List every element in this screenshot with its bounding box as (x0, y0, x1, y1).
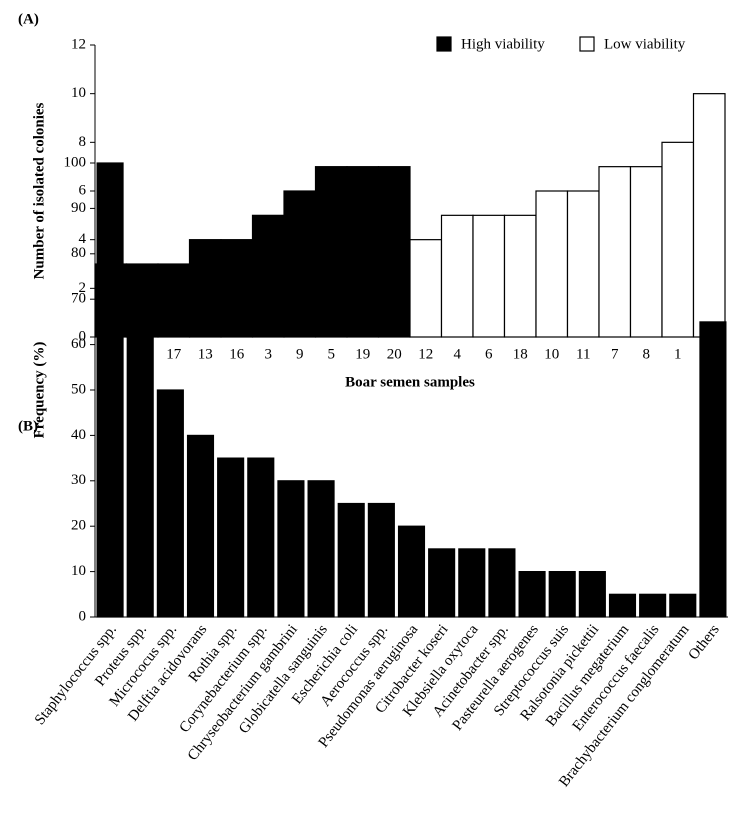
x-tick-label: 7 (611, 346, 619, 362)
bar (458, 548, 486, 618)
y-tick-label: 100 (64, 154, 87, 170)
x-tick-label: 8 (643, 346, 651, 362)
bar (220, 239, 254, 338)
y-axis-label: Number of isolated colonies (31, 102, 47, 279)
x-tick-label: 17 (166, 346, 182, 362)
bar (578, 570, 606, 618)
bar (337, 502, 365, 618)
bar (598, 166, 632, 338)
x-tick-label: 5 (328, 346, 336, 362)
x-tick-label: 12 (418, 346, 433, 362)
bar (428, 548, 456, 618)
x-tick-label: 20 (387, 346, 402, 362)
bar (409, 239, 443, 338)
bar (503, 214, 537, 338)
y-tick-label: 20 (71, 518, 86, 534)
bar (307, 480, 335, 618)
x-tick-label: 19 (355, 346, 370, 362)
bar (397, 525, 426, 618)
bar (186, 434, 215, 618)
panel-label: (A) (18, 11, 39, 27)
x-tick-label: 10 (544, 346, 559, 362)
x-tick-label: 3 (265, 346, 273, 362)
bar (661, 141, 695, 338)
y-axis-label: Frequency (%) (31, 342, 47, 439)
y-tick-label: 10 (71, 563, 86, 579)
x-tick-label: 11 (576, 346, 590, 362)
legend-swatch (579, 36, 595, 52)
bar (277, 480, 305, 618)
bar (488, 548, 516, 618)
y-tick-label: 0 (79, 328, 87, 344)
x-axis-label: Boar semen samples (345, 374, 475, 390)
bar (669, 593, 697, 618)
y-tick-label: 60 (71, 336, 86, 352)
bar (377, 166, 411, 338)
y-tick-label: 10 (71, 85, 86, 101)
bar (156, 389, 184, 618)
bar (188, 239, 222, 338)
bar (157, 263, 191, 338)
x-tick-label: 18 (513, 346, 528, 362)
legend-label: High viability (461, 36, 545, 52)
x-tick-label: 9 (296, 346, 304, 362)
y-tick-label: 40 (71, 427, 86, 443)
y-tick-label: 90 (71, 200, 86, 216)
bar (314, 166, 348, 338)
bar (251, 214, 285, 338)
x-tick-label: Others (686, 622, 723, 663)
bar (126, 298, 154, 618)
x-tick-label: 16 (229, 346, 245, 362)
bar (692, 93, 726, 338)
bar (566, 190, 600, 338)
y-tick-label: 50 (71, 381, 86, 397)
bar (535, 190, 569, 338)
y-tick-label: 0 (79, 608, 87, 624)
y-tick-label: 2 (79, 280, 87, 296)
y-tick-label: 8 (79, 134, 87, 150)
panel-label: (B) (18, 418, 38, 434)
y-tick-label: 70 (71, 291, 86, 307)
bar (367, 502, 395, 618)
bar (548, 570, 576, 618)
x-tick-label: 13 (198, 346, 213, 362)
x-tick-label: 1 (674, 346, 682, 362)
x-tick-label: 6 (485, 346, 493, 362)
bar (608, 593, 637, 618)
y-tick-label: 80 (71, 245, 86, 261)
bar (629, 166, 663, 338)
bar (283, 190, 317, 338)
legend-swatch (436, 36, 452, 52)
bar (472, 214, 506, 338)
legend-label: Low viability (604, 36, 686, 52)
y-tick-label: 30 (71, 472, 86, 488)
bar (518, 570, 546, 618)
bar (440, 214, 474, 338)
y-tick-label: 12 (71, 36, 86, 52)
bar (247, 457, 275, 618)
y-tick-label: 4 (79, 231, 87, 247)
bar (96, 162, 124, 618)
bar (217, 457, 245, 618)
y-tick-label: 6 (79, 182, 87, 198)
bar (699, 321, 727, 618)
bar (639, 593, 667, 618)
x-tick-label: 4 (454, 346, 462, 362)
bar (346, 166, 380, 338)
